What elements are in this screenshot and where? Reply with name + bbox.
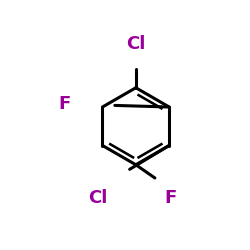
Text: F: F	[164, 189, 176, 207]
Text: F: F	[58, 95, 70, 113]
Text: Cl: Cl	[88, 189, 107, 207]
Text: Cl: Cl	[126, 35, 146, 53]
